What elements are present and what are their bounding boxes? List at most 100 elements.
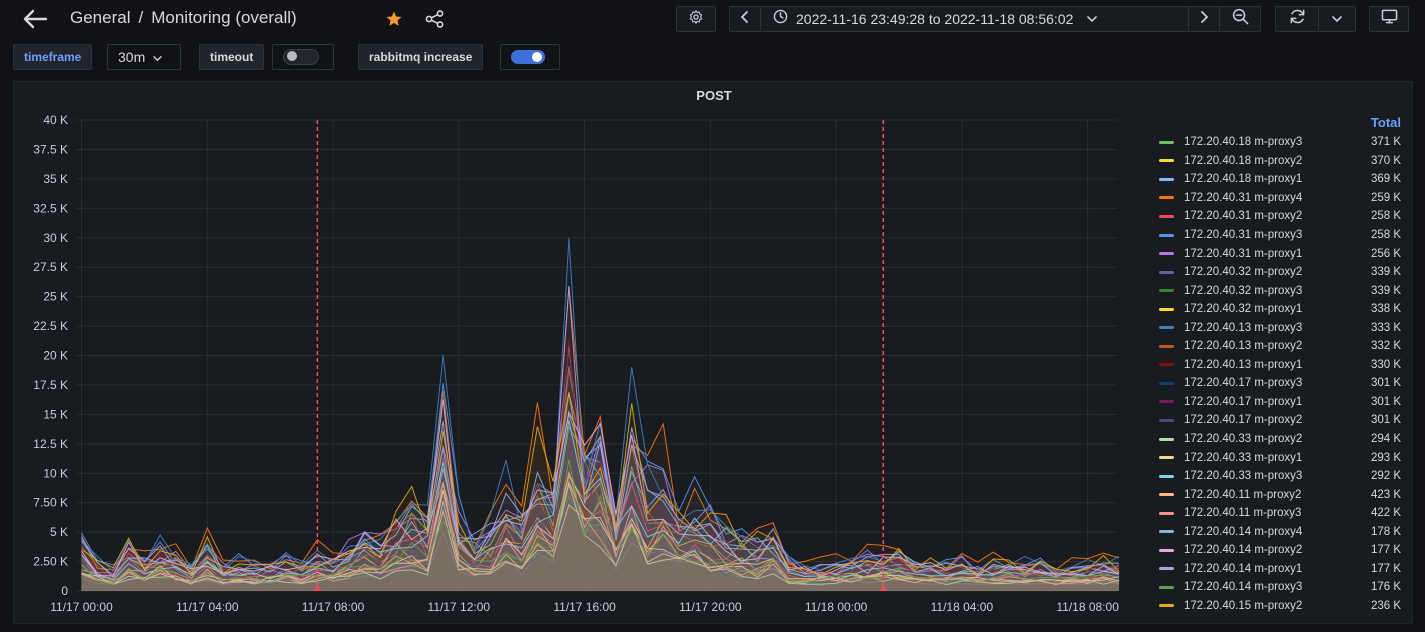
legend-total-header[interactable]: Total bbox=[1370, 115, 1401, 130]
panel-title[interactable]: POST bbox=[696, 88, 732, 103]
x-tick-label: 11/17 04:00 bbox=[176, 600, 239, 614]
legend-series-total: 371 K bbox=[1370, 136, 1401, 149]
chevron-down-icon bbox=[1087, 12, 1098, 26]
time-range-picker[interactable]: 2022-11-16 23:49:28 to 2022-11-18 08:56:… bbox=[760, 6, 1189, 32]
x-tick-label: 11/17 00:00 bbox=[50, 600, 113, 614]
rabbitmq-increase-toggle[interactable] bbox=[511, 50, 545, 64]
legend-item[interactable]: 172.20.40.32 m-proxy1 338 K bbox=[1147, 300, 1409, 319]
breadcrumb-folder[interactable]: General bbox=[70, 8, 131, 27]
legend-series-name: 172.20.40.31 m-proxy3 bbox=[1184, 229, 1303, 241]
legend-series-name: 172.20.40.32 m-proxy2 bbox=[1184, 266, 1303, 279]
legend-series-name: 172.20.40.17 m-proxy2 bbox=[1184, 414, 1303, 427]
legend-series-total: 338 K bbox=[1370, 303, 1401, 316]
legend-series-name: 172.20.40.14 m-proxy1 bbox=[1184, 562, 1303, 575]
series-area bbox=[81, 481, 1120, 591]
legend-item[interactable]: 172.20.40.13 m-proxy1 330 K bbox=[1147, 356, 1409, 375]
arrow-left-icon[interactable] bbox=[22, 8, 48, 30]
legend-series-name: 172.20.40.11 m-proxy2 bbox=[1184, 488, 1302, 501]
time-shift-forward-button[interactable] bbox=[1188, 6, 1220, 32]
legend-item[interactable]: 172.20.40.14 m-proxy3 176 K bbox=[1147, 578, 1409, 597]
legend-series-total: 256 K bbox=[1370, 247, 1401, 260]
legend-item[interactable]: 172.20.40.17 m-proxy3 301 K bbox=[1147, 374, 1409, 393]
legend-swatch bbox=[1159, 363, 1174, 367]
legend-item[interactable]: 172.20.40.18 m-proxy1 369 K bbox=[1147, 170, 1409, 189]
timeout-toggle[interactable] bbox=[283, 49, 319, 65]
legend-item[interactable]: 172.20.40.31 m-proxy4 259 K bbox=[1147, 189, 1409, 208]
legend-item[interactable]: 172.20.40.32 m-proxy2 339 K bbox=[1147, 263, 1409, 282]
share-icon[interactable] bbox=[425, 10, 445, 28]
rabbitmq-increase-toggle-box[interactable] bbox=[500, 44, 560, 70]
legend-swatch bbox=[1159, 307, 1174, 311]
legend-item[interactable]: 172.20.40.33 m-proxy1 293 K bbox=[1147, 448, 1409, 467]
zoom-out-button[interactable] bbox=[1219, 6, 1261, 32]
timeframe-select[interactable]: 30m bbox=[107, 44, 181, 70]
legend-series-total: 369 K bbox=[1370, 173, 1401, 186]
dashboard-title[interactable]: Monitoring (overall) bbox=[151, 8, 297, 27]
legend-item[interactable]: 172.20.40.13 m-proxy3 333 K bbox=[1147, 318, 1409, 337]
legend-series-total: 178 K bbox=[1370, 525, 1401, 538]
x-tick-label: 11/17 08:00 bbox=[302, 600, 365, 614]
series-area bbox=[81, 286, 1120, 591]
legend-series-name: 172.20.40.14 m-proxy4 bbox=[1184, 525, 1303, 538]
dashboard-settings-button[interactable] bbox=[676, 6, 716, 32]
star-icon[interactable] bbox=[385, 10, 403, 28]
y-tick-label: 2.50 K bbox=[33, 555, 68, 569]
legend-series-total: 332 K bbox=[1370, 340, 1401, 353]
y-tick-label: 30 K bbox=[43, 231, 68, 245]
legend-item[interactable]: 172.20.40.31 m-proxy3 258 K bbox=[1147, 226, 1409, 245]
legend-swatch bbox=[1159, 233, 1174, 237]
legend-series-name: 172.20.40.15 m-proxy2 bbox=[1184, 599, 1303, 612]
legend-series-name: 172.20.40.18 m-proxy2 bbox=[1184, 154, 1303, 167]
series-area bbox=[81, 413, 1120, 591]
legend-swatch bbox=[1159, 400, 1174, 404]
timeout-toggle-box[interactable] bbox=[272, 44, 334, 70]
legend-swatch bbox=[1159, 344, 1174, 348]
legend-series-total: 293 K bbox=[1370, 451, 1401, 464]
legend-item[interactable]: 172.20.40.31 m-proxy1 256 K bbox=[1147, 244, 1409, 263]
legend: Total 172.20.40.18 m-proxy3 371 K 172.20.4… bbox=[1147, 115, 1409, 615]
legend-item[interactable]: 172.20.40.18 m-proxy2 370 K bbox=[1147, 152, 1409, 171]
legend-item[interactable]: 172.20.40.14 m-proxy2 177 K bbox=[1147, 541, 1409, 560]
refresh-interval-dropdown[interactable] bbox=[1318, 6, 1356, 32]
time-shift-back-button[interactable] bbox=[729, 6, 761, 32]
x-tick-label: 11/17 16:00 bbox=[553, 600, 616, 614]
y-tick-label: 17.5 K bbox=[33, 378, 68, 392]
chevron-down-icon bbox=[1332, 10, 1342, 28]
legend-series-total: 301 K bbox=[1370, 377, 1401, 390]
series-area bbox=[81, 499, 1120, 591]
legend-item[interactable]: 172.20.40.17 m-proxy1 301 K bbox=[1147, 393, 1409, 412]
legend-item[interactable]: 172.20.40.14 m-proxy4 178 K bbox=[1147, 522, 1409, 541]
legend-swatch bbox=[1159, 456, 1174, 460]
legend-item[interactable]: 172.20.40.33 m-proxy2 294 K bbox=[1147, 430, 1409, 449]
view-mode-button[interactable] bbox=[1369, 6, 1409, 32]
series-line bbox=[81, 471, 1120, 585]
legend-item[interactable]: 172.20.40.17 m-proxy2 301 K bbox=[1147, 411, 1409, 430]
legend-item[interactable]: 172.20.40.32 m-proxy3 339 K bbox=[1147, 281, 1409, 300]
time-series-plot[interactable]: 0 2.50 K 5 K 7.50 K 10 K 12.5 K 15 K 17.5 K 20 K… bbox=[14, 82, 1144, 623]
legend-item[interactable]: 172.20.40.13 m-proxy2 332 K bbox=[1147, 337, 1409, 356]
legend-swatch bbox=[1159, 418, 1174, 422]
refresh-button[interactable] bbox=[1275, 6, 1319, 32]
legend-series-name: 172.20.40.13 m-proxy1 bbox=[1184, 358, 1303, 371]
legend-series-total: 294 K bbox=[1370, 433, 1401, 446]
legend-series-total: 236 K bbox=[1370, 599, 1401, 612]
breadcrumb-separator: / bbox=[138, 8, 144, 27]
series-area bbox=[81, 425, 1120, 591]
y-tick-label: 37.5 K bbox=[33, 142, 68, 156]
zoom-out-icon bbox=[1232, 8, 1249, 30]
legend-item[interactable]: 172.20.40.31 m-proxy2 258 K bbox=[1147, 207, 1409, 226]
legend-swatch bbox=[1159, 159, 1174, 163]
series-area bbox=[81, 427, 1120, 591]
variable-label-timeframe: timeframe bbox=[13, 44, 93, 70]
legend-item[interactable]: 172.20.40.33 m-proxy3 292 K bbox=[1147, 467, 1409, 486]
legend-series-name: 172.20.40.31 m-proxy2 bbox=[1184, 210, 1303, 223]
legend-item[interactable]: 172.20.40.14 m-proxy1 177 K bbox=[1147, 560, 1409, 579]
legend-swatch bbox=[1159, 177, 1174, 181]
legend-item[interactable]: 172.20.40.15 m-proxy2 236 K bbox=[1147, 597, 1409, 616]
series-area bbox=[81, 481, 1120, 591]
chevron-down-icon bbox=[153, 49, 162, 65]
legend-item[interactable]: 172.20.40.11 m-proxy2 423 K bbox=[1147, 485, 1409, 504]
legend-item[interactable]: 172.20.40.18 m-proxy3 371 K bbox=[1147, 133, 1409, 152]
legend-item[interactable]: 172.20.40.11 m-proxy3 422 K bbox=[1147, 504, 1409, 523]
y-tick-label: 27.5 K bbox=[33, 260, 68, 274]
